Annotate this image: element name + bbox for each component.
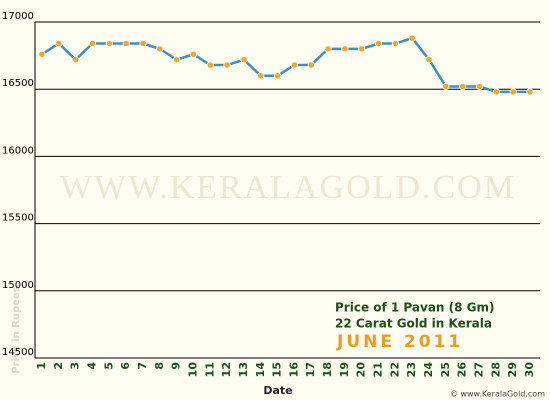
x-tick-label: 28 [489,362,502,377]
y-tick-label: 16500 [2,78,34,89]
x-tick-label: 8 [153,362,166,370]
point [88,39,97,48]
x-tick-label: 22 [388,362,401,377]
point [206,61,214,69]
y-tick-label: 17000 [2,11,34,22]
y-axis-label: Price in Rupees [11,286,22,373]
point [72,56,80,64]
y-tick-label: 14500 [2,347,34,358]
x-tick-label: 4 [85,362,98,370]
point [105,39,113,48]
point [475,82,484,91]
x-tick-label: 23 [405,362,418,377]
point [173,56,181,64]
x-tick-label: 3 [69,362,82,370]
point [55,39,63,48]
y-tick-label: 16000 [2,145,34,156]
point [189,50,198,58]
y-tick-label: 15500 [2,213,34,224]
x-tick-label: 14 [254,362,267,378]
x-tick-label: 10 [186,362,199,378]
point [341,45,349,53]
x-tick-label: 25 [439,362,452,377]
x-tick-label: 13 [237,362,250,377]
x-tick-label: 6 [119,362,132,370]
x-tick-label: 19 [338,362,351,377]
x-tick-label: 9 [170,362,183,370]
x-tick-label: 7 [136,362,149,370]
x-tick-label: 26 [456,362,469,378]
point [307,61,315,69]
x-tick-label: 11 [203,362,216,377]
point [240,56,248,64]
x-tick-label: 27 [473,362,486,377]
point [459,82,467,91]
x-tick-label: 17 [304,362,317,377]
credit: © www.KeralaGold.com [450,390,545,399]
point [374,39,383,48]
point [526,88,534,96]
legend-line: 22 Carat Gold in Kerala [335,317,492,331]
y-tick-label: 15000 [2,280,34,291]
period: JUNE 2011 [336,332,463,352]
x-tick-label: 18 [321,362,334,377]
point [425,56,433,64]
point [324,45,332,53]
x-tick-label: 16 [287,362,300,378]
x-tick-label: 5 [102,362,115,370]
x-tick-label: 30 [523,362,536,378]
point [38,50,46,58]
x-tick-label: 24 [422,362,435,378]
point [273,72,282,80]
point [358,45,366,53]
point [257,72,265,80]
x-tick-label: 2 [52,362,65,370]
watermark: WWW.KERALAGOLD.COM [60,169,516,206]
point [156,45,164,53]
x-tick-label: 1 [35,362,48,370]
point [122,39,130,48]
point [223,61,231,69]
point [492,88,500,96]
point [408,34,416,42]
point [290,61,299,69]
x-axis-label: Date [263,384,292,397]
legend-line: Price of 1 Pavan (8 Gm) [335,301,495,315]
point [509,88,517,96]
point [442,82,450,91]
x-tick-label: 15 [271,362,284,377]
point [391,39,399,48]
x-tick-label: 12 [220,362,233,377]
x-tick-label: 20 [355,362,368,378]
x-tick-label: 29 [506,362,519,377]
point [139,39,147,48]
line [41,36,530,94]
x-tick-label: 21 [372,362,385,377]
